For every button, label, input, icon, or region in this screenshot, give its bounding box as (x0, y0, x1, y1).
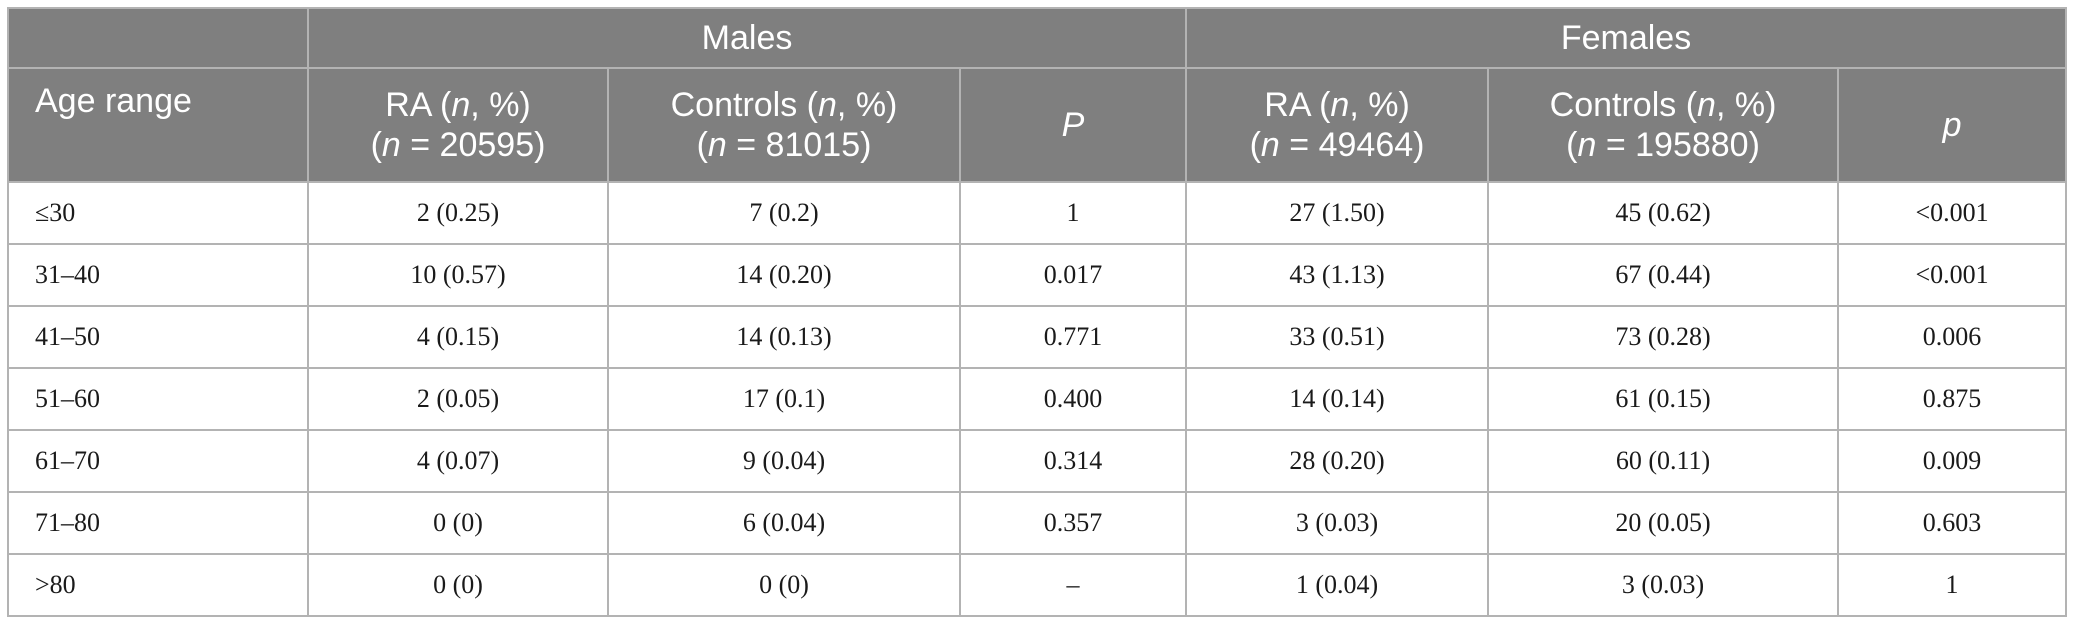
males-controls-cell: 7 (0.2) (607, 181, 961, 245)
females-ra-cell: 28 (0.20) (1185, 429, 1490, 493)
females-p-header: p (1837, 67, 2068, 183)
results-table: Males Females Age range RA (n, %) (n = 2… (7, 7, 2068, 617)
age-range-header: Age range (7, 67, 309, 183)
males-controls-cell: 17 (0.1) (607, 367, 961, 431)
males-p-cell: 1 (958, 181, 1188, 245)
males-ra-header: RA (n, %) (n = 20595) (307, 67, 609, 183)
males-p-cell: 0.017 (958, 243, 1188, 307)
age-range-cell: >80 (7, 553, 309, 617)
age-range-cell: 41–50 (7, 305, 309, 369)
table-row: ≤30 2 (0.25) 7 (0.2) 1 27 (1.50) 45 (0.6… (7, 181, 2068, 245)
males-ra-cell: 4 (0.07) (307, 429, 609, 493)
males-ra-cell: 4 (0.15) (307, 305, 609, 369)
females-p-cell: <0.001 (1837, 243, 2068, 307)
males-controls-header: Controls (n, %) (n = 81015) (607, 67, 961, 183)
males-ra-cell: 0 (0) (307, 491, 609, 555)
females-ra-cell: 14 (0.14) (1185, 367, 1490, 431)
age-range-cell: 61–70 (7, 429, 309, 493)
females-p-cell: 0.006 (1837, 305, 2068, 369)
females-ra-cell: 33 (0.51) (1185, 305, 1490, 369)
table-header: Males Females Age range RA (n, %) (n = 2… (7, 7, 2068, 183)
females-controls-cell: 45 (0.62) (1487, 181, 1840, 245)
males-controls-cell: 14 (0.20) (607, 243, 961, 307)
females-controls-cell: 60 (0.11) (1487, 429, 1840, 493)
females-ra-cell: 43 (1.13) (1185, 243, 1490, 307)
females-ra-header: RA (n, %) (n = 49464) (1185, 67, 1490, 183)
females-ra-cell: 27 (1.50) (1185, 181, 1490, 245)
males-ra-cell: 2 (0.25) (307, 181, 609, 245)
table-body: ≤30 2 (0.25) 7 (0.2) 1 27 (1.50) 45 (0.6… (7, 181, 2068, 617)
females-ra-cell: 1 (0.04) (1185, 553, 1490, 617)
table-row: 31–40 10 (0.57) 14 (0.20) 0.017 43 (1.13… (7, 243, 2068, 307)
males-group-header: Males (306, 7, 1188, 69)
females-controls-cell: 20 (0.05) (1487, 491, 1840, 555)
age-range-cell: 51–60 (7, 367, 309, 431)
corner-cell (7, 7, 309, 69)
females-p-cell: 0.875 (1837, 367, 2068, 431)
males-ra-cell: 2 (0.05) (307, 367, 609, 431)
females-group-header: Females (1185, 7, 2068, 69)
males-controls-cell: 9 (0.04) (607, 429, 961, 493)
females-controls-cell: 3 (0.03) (1487, 553, 1840, 617)
females-controls-cell: 73 (0.28) (1487, 305, 1840, 369)
males-controls-cell: 14 (0.13) (607, 305, 961, 369)
age-range-cell: 71–80 (7, 491, 309, 555)
females-p-cell: <0.001 (1837, 181, 2068, 245)
age-range-cell: 31–40 (7, 243, 309, 307)
females-p-cell: 0.603 (1837, 491, 2068, 555)
table-row: >80 0 (0) 0 (0) – 1 (0.04) 3 (0.03) 1 (7, 553, 2068, 617)
males-p-cell: 0.357 (958, 491, 1188, 555)
males-p-cell: 0.314 (958, 429, 1188, 493)
group-header-row: Males Females (7, 7, 2068, 69)
age-range-cell: ≤30 (7, 181, 309, 245)
females-p-cell: 1 (1837, 553, 2068, 617)
females-controls-cell: 67 (0.44) (1487, 243, 1840, 307)
males-p-header: P (958, 67, 1188, 183)
females-controls-header: Controls (n, %) (n = 195880) (1487, 67, 1840, 183)
table-row: 41–50 4 (0.15) 14 (0.13) 0.771 33 (0.51)… (7, 305, 2068, 369)
males-p-cell: – (958, 553, 1188, 617)
males-ra-cell: 0 (0) (307, 553, 609, 617)
males-controls-cell: 0 (0) (607, 553, 961, 617)
females-controls-cell: 61 (0.15) (1487, 367, 1840, 431)
table-row: 71–80 0 (0) 6 (0.04) 0.357 3 (0.03) 20 (… (7, 491, 2068, 555)
table-row: 61–70 4 (0.07) 9 (0.04) 0.314 28 (0.20) … (7, 429, 2068, 493)
males-p-cell: 0.771 (958, 305, 1188, 369)
males-p-cell: 0.400 (958, 367, 1188, 431)
males-ra-cell: 10 (0.57) (307, 243, 609, 307)
females-ra-cell: 3 (0.03) (1185, 491, 1490, 555)
females-p-cell: 0.009 (1837, 429, 2068, 493)
males-controls-cell: 6 (0.04) (607, 491, 961, 555)
table-row: 51–60 2 (0.05) 17 (0.1) 0.400 14 (0.14) … (7, 367, 2068, 431)
column-header-row: Age range RA (n, %) (n = 20595) Controls… (7, 67, 2068, 183)
